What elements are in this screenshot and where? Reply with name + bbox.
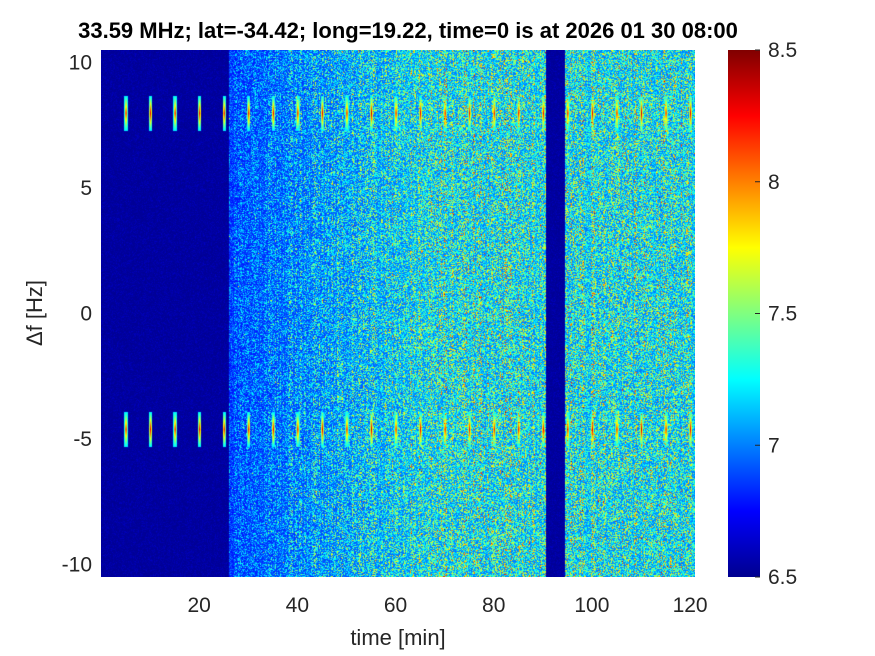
y-tick-label: 0 [80,303,92,326]
y-axis-label: Δf [Hz] [22,280,47,346]
heatmap-image [101,50,695,577]
plot-area [101,50,695,577]
colorbar-tick-label: 8.5 [768,39,797,62]
y-tick-label: 10 [69,52,92,75]
chart-title: 33.59 MHz; lat=-34.42; long=19.22, time=… [78,18,738,43]
y-tick-label: -5 [73,428,92,451]
y-tick-label: 5 [80,177,92,200]
x-tick-label: 80 [482,594,505,617]
x-tick-label: 40 [286,594,309,617]
x-tick-label: 60 [384,594,407,617]
x-tick-label: 120 [673,594,708,617]
x-tick-label: 100 [574,594,609,617]
x-axis-label: time [min] [350,625,445,650]
colorbar-tick-label: 7 [768,434,780,457]
x-axis: 20 40 60 80 100 120 [188,594,708,617]
y-tick-label: -10 [62,553,92,576]
colorbar: 6.5 7 7.5 8 8.5 [728,39,797,589]
colorbar-scale [728,50,760,577]
x-tick-label: 20 [188,594,211,617]
colorbar-tick-label: 6.5 [768,566,797,589]
colorbar-tick-label: 8 [768,171,780,194]
colorbar-tick-label: 7.5 [768,303,797,326]
colorbar-ticks: 6.5 7 7.5 8 8.5 [755,39,797,589]
y-axis: -10 -5 0 5 10 [62,52,92,577]
